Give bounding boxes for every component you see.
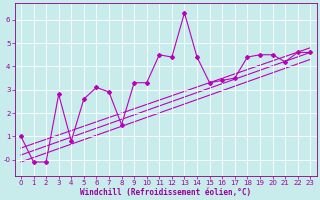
X-axis label: Windchill (Refroidissement éolien,°C): Windchill (Refroidissement éolien,°C) <box>80 188 251 197</box>
